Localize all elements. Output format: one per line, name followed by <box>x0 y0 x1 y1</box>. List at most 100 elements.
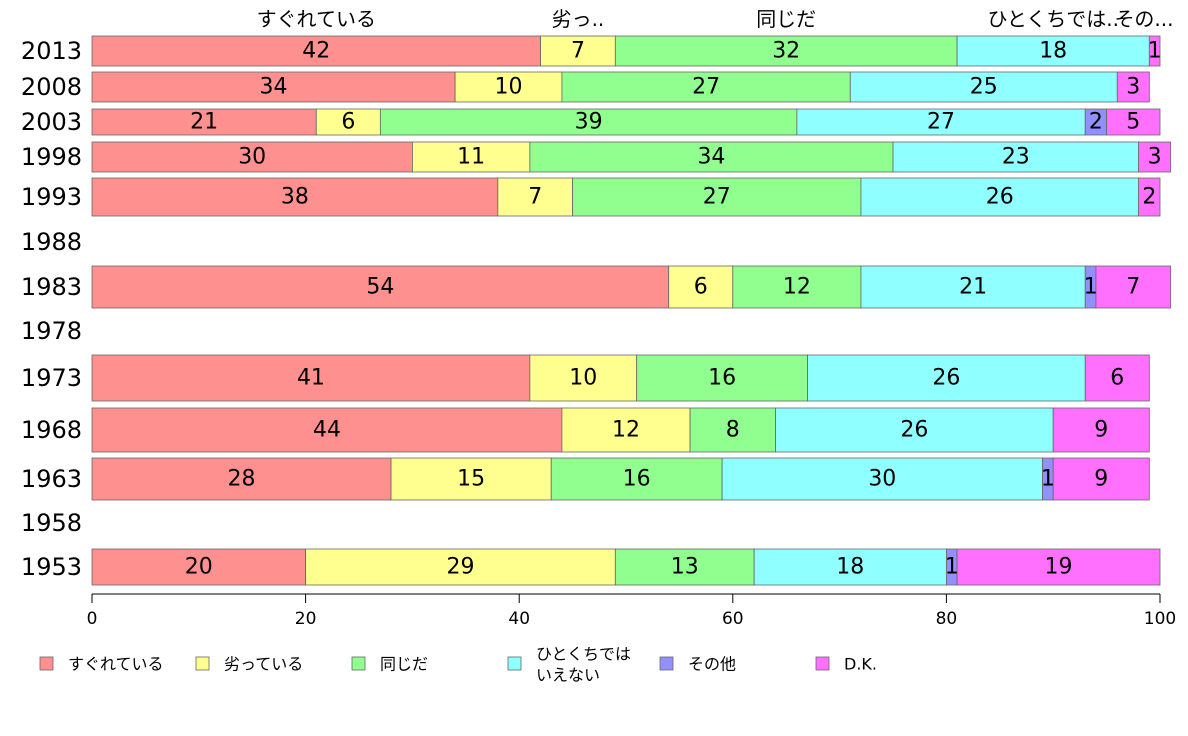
data-label-1968-s0: 44 <box>313 418 341 443</box>
data-label-2003-s4: 2 <box>1089 110 1103 135</box>
bar-1968-s5 <box>1052 407 1150 453</box>
data-labels-layer: 42 7 32 18 134 10 27 25 321 6 39 27 2 530 11 34 23 338 7 27… <box>185 39 1162 580</box>
bar-1963-s1 <box>390 457 552 501</box>
y-label-1978: 1978 <box>21 317 82 345</box>
bar-1973-s2 <box>636 354 808 402</box>
legend-swatch-5 <box>815 656 830 671</box>
y-label-1963: 1963 <box>21 465 82 493</box>
data-label-1968-s3: 26 <box>900 418 928 443</box>
data-label-1968-s5: 9 <box>1094 418 1108 443</box>
bar-1973-s5 <box>1084 354 1150 402</box>
bar-1998-s5 <box>1138 141 1172 173</box>
data-label-2008-s3: 25 <box>970 75 998 100</box>
bar-2013-s1 <box>540 35 616 67</box>
top-label-0: すぐれている <box>257 7 376 31</box>
top-label-2: 同じだ <box>756 7 816 31</box>
bar-2003-s3 <box>796 108 1086 136</box>
legend-swatch-3 <box>507 656 522 671</box>
y-label-1973: 1973 <box>21 364 82 392</box>
data-label-2013-s0: 42 <box>302 39 330 64</box>
legend-swatch-4 <box>659 656 674 671</box>
bar-2003-s5 <box>1106 108 1161 136</box>
bar-2013-s5 <box>1148 35 1161 67</box>
bar-2008-s3 <box>849 71 1118 103</box>
y-label-1953: 1953 <box>21 553 82 581</box>
legend-label-1: 劣っている <box>224 655 303 674</box>
data-label-1983-s2: 12 <box>783 275 811 300</box>
bar-1963-s3 <box>721 457 1043 501</box>
legend-label-3-line-1: いえない <box>536 666 600 685</box>
bar-1953-s5 <box>956 548 1161 586</box>
y-label-1988: 1988 <box>21 228 82 256</box>
bar-1998-s3 <box>892 141 1140 173</box>
data-label-1968-s1: 12 <box>612 418 640 443</box>
data-label-1963-s3: 30 <box>868 467 896 492</box>
data-label-2003-s1: 6 <box>341 110 355 135</box>
bar-1983-s0 <box>91 265 670 309</box>
y-label-1993: 1993 <box>21 183 82 211</box>
bar-1973-s0 <box>91 354 531 402</box>
bar-2008-s1 <box>454 71 563 103</box>
top-label-1: 劣っ.. <box>552 7 605 31</box>
bar-1998-s1 <box>411 141 531 173</box>
bar-1963-s5 <box>1052 457 1150 501</box>
data-label-1998-s0: 30 <box>238 145 266 170</box>
bar-1998-s0 <box>91 141 413 173</box>
data-label-1973-s2: 16 <box>708 366 736 391</box>
data-label-1983-s4: 1 <box>1084 275 1098 300</box>
bar-2003-s0 <box>91 108 317 136</box>
data-label-1953-s3: 18 <box>836 555 864 580</box>
data-label-2003-s5: 5 <box>1126 110 1140 135</box>
y-label-2003: 2003 <box>21 108 82 136</box>
x-tick-label-40: 40 <box>508 609 530 629</box>
data-label-1998-s5: 3 <box>1148 145 1162 170</box>
data-label-1963-s1: 15 <box>457 467 485 492</box>
data-label-1983-s0: 54 <box>366 275 394 300</box>
bar-1963-s2 <box>550 457 723 501</box>
data-label-1973-s1: 10 <box>569 366 597 391</box>
bars-layer <box>91 35 1172 586</box>
x-tick-label-60: 60 <box>722 609 744 629</box>
bar-1993-s0 <box>91 177 499 217</box>
data-label-1963-s5: 9 <box>1094 467 1108 492</box>
data-label-2008-s2: 27 <box>692 75 720 100</box>
y-label-1983: 1983 <box>21 273 82 301</box>
data-label-1973-s3: 26 <box>932 366 960 391</box>
bar-1953-s2 <box>614 548 755 586</box>
bar-2013-s3 <box>956 35 1150 67</box>
data-label-1953-s1: 29 <box>446 555 474 580</box>
legend-swatch-1 <box>195 656 210 671</box>
data-label-2003-s0: 21 <box>190 110 218 135</box>
data-label-2008-s1: 10 <box>495 75 523 100</box>
bar-1998-s2 <box>529 141 894 173</box>
data-label-2008-s5: 3 <box>1126 75 1140 100</box>
bar-1968-s3 <box>775 407 1054 453</box>
top-label-4: その... <box>1114 7 1173 31</box>
data-label-1953-s4: 1 <box>945 555 959 580</box>
bar-2008-s2 <box>561 71 851 103</box>
data-label-1953-s5: 19 <box>1045 555 1073 580</box>
bar-1993-s3 <box>860 177 1140 217</box>
bar-1983-s1 <box>668 265 734 309</box>
top-label-3: ひとくちでは.. <box>987 7 1119 31</box>
data-label-2013-s2: 32 <box>772 39 800 64</box>
y-label-1998: 1998 <box>21 143 82 171</box>
legend-label-3-line-0: ひとくちでは <box>536 645 631 664</box>
y-label-1968: 1968 <box>21 416 82 444</box>
data-label-1983-s3: 21 <box>959 275 987 300</box>
legend-label-5: D.K. <box>844 655 877 674</box>
x-tick-label-20: 20 <box>295 609 317 629</box>
data-label-1993-s2: 27 <box>703 185 731 210</box>
data-label-1983-s5: 7 <box>1126 275 1140 300</box>
bar-1953-s0 <box>91 548 307 586</box>
bar-1993-s5 <box>1138 177 1161 217</box>
legend-label-2: 同じだ <box>380 655 428 674</box>
bar-1968-s0 <box>91 407 563 453</box>
data-label-2013-s5: 1 <box>1148 39 1162 64</box>
bar-2013-s0 <box>91 35 541 67</box>
data-label-1963-s4: 1 <box>1041 467 1055 492</box>
bar-2008-s5 <box>1116 71 1150 103</box>
legend-swatch-0 <box>39 656 54 671</box>
